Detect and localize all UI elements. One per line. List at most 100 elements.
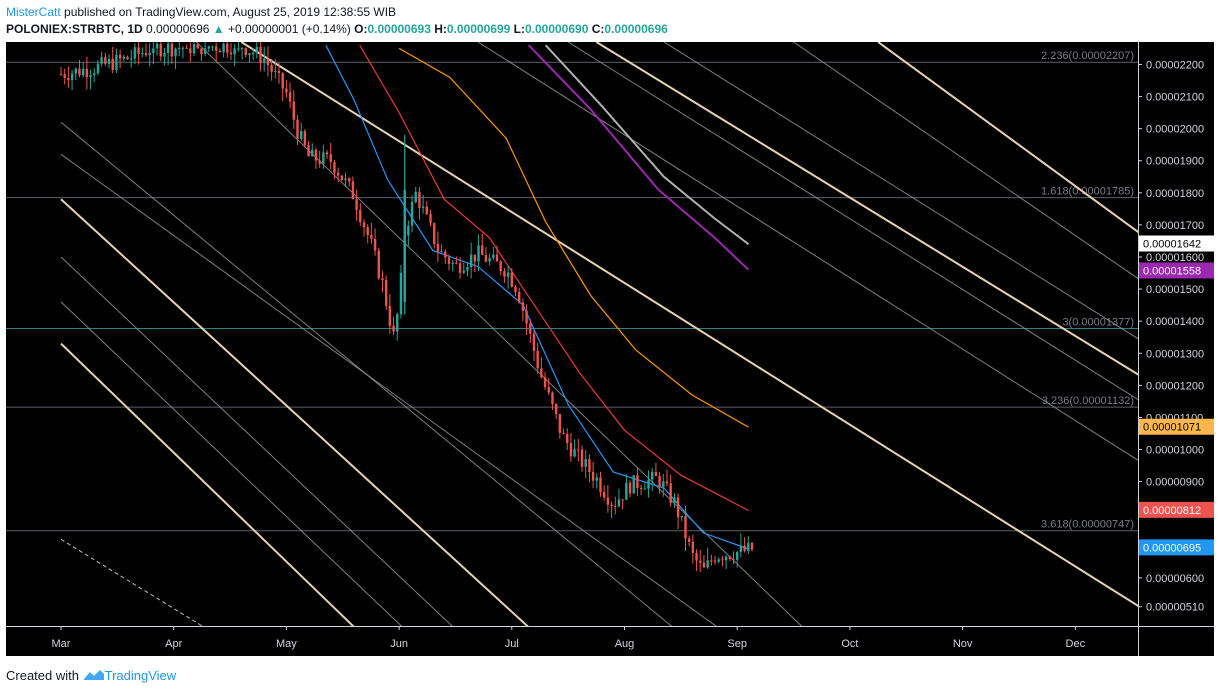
candle-body [717,559,720,562]
change-arrow-icon: ▲ [212,22,225,36]
high-value: 0.00000699 [446,22,511,36]
candle-body [732,558,735,560]
candle-body [100,57,103,64]
price-tick-label: 0.00001900 [1146,156,1204,168]
candle-body [370,235,373,239]
ma-line-ma20 [325,44,749,550]
candle-body [144,53,148,56]
candle-body [222,43,225,53]
price-tick-label: 0.00000600 [1146,573,1204,585]
candle-body [451,262,454,264]
price-tick-label: 0.00002000 [1146,124,1204,136]
candle-body [702,562,706,568]
price-tag-label: 0.00001642 [1143,239,1201,251]
price-tick-label: 0.00001200 [1146,380,1204,392]
candle-body [111,58,114,70]
price-tick-label: 0.00002200 [1146,59,1204,71]
candle-body [425,206,429,215]
candle-body [724,556,728,561]
candle-body [274,70,277,72]
candle-body [288,92,292,102]
time-tick-label: Jul [505,638,519,650]
candle-body [218,50,222,53]
candle-body [148,53,151,56]
candle-body [340,175,344,180]
candle-body [566,434,569,443]
candle-body [248,53,251,56]
price-tag [1139,418,1214,435]
price-tick-label: 0.00001400 [1146,316,1204,328]
price-tag-label: 0.00001071 [1143,422,1201,434]
candle-body [588,459,591,473]
candle-body [444,251,447,258]
candle-body [377,250,380,279]
ma-line-ma200-grey- [544,44,750,245]
candle-body [67,77,70,81]
candle-body [647,479,650,489]
candle-body [665,481,669,484]
candle-body-spike [403,189,406,302]
candle-body [166,43,170,53]
channel-lines [60,42,1138,626]
candle-body [311,149,314,157]
chart-area[interactable]: 2.236(0.00002207) 1.618(0.00001785) 3(0.00… [6,42,1214,656]
time-tick-label: Dec [1066,638,1086,650]
candle-body [303,131,307,146]
candle-body [591,472,595,481]
candle-body [192,44,196,54]
candle-body [373,238,377,251]
price-chart[interactable]: 2.236(0.00002207) 1.618(0.00001785) 3(0.00… [6,42,1214,656]
candle-body [126,56,129,60]
candle-body [469,254,473,268]
candle-body [492,254,495,259]
candle-body [625,482,628,500]
price-tick-label: 0.00001700 [1146,220,1204,232]
candle-body [226,43,229,53]
candle-body [207,46,211,49]
price-tick-label: 0.00000510 [1146,602,1204,614]
candle-body [477,245,480,262]
candle-body [532,333,536,351]
candle-body [676,497,680,518]
fib-level-label: 3.236(0.00001132) [1042,395,1134,407]
candle-body [178,48,181,50]
time-tick-label: May [276,638,297,650]
footer: Created with TradingView [6,668,176,683]
candle-body [418,191,421,208]
candle-body [392,325,395,332]
channel-line [567,42,1138,401]
candle-body [433,223,436,244]
candle-body [658,476,661,487]
low-label: L: [513,22,525,36]
price-tick-label: 0.00001600 [1146,252,1204,264]
time-tick-label: Mar [52,638,71,650]
candle-body [196,44,199,49]
tradingview-link[interactable]: TradingView [104,668,177,683]
time-tick-label: Aug [615,638,635,650]
candle-body [710,560,713,562]
symbol-info-bar: POLONIEX:STRBTC, 1D 0.00000696 ▲ +0.0000… [6,22,668,36]
candle-body [159,43,162,57]
candle-body [189,48,192,54]
channel-line [60,198,529,626]
candle-body [521,302,525,311]
price-tick-label: 0.00000900 [1146,477,1204,489]
channel-line [877,42,1138,234]
author-link[interactable]: MisterCatt [6,5,61,19]
candle-body [484,254,488,262]
candle-body [396,314,399,332]
candle-body [421,206,425,208]
price-tag [1139,262,1214,279]
candle-body [654,471,658,477]
candle-body [130,58,133,60]
time-tick-label: Sep [727,638,747,650]
candle-body [669,483,672,503]
candle-body [551,392,554,404]
candle-body [152,48,155,54]
channel-line [60,256,453,626]
candle-body [381,278,384,281]
candle-body [122,56,126,59]
candle-body [687,538,691,542]
candle-body [107,58,111,64]
time-tick-label: Nov [953,638,973,650]
